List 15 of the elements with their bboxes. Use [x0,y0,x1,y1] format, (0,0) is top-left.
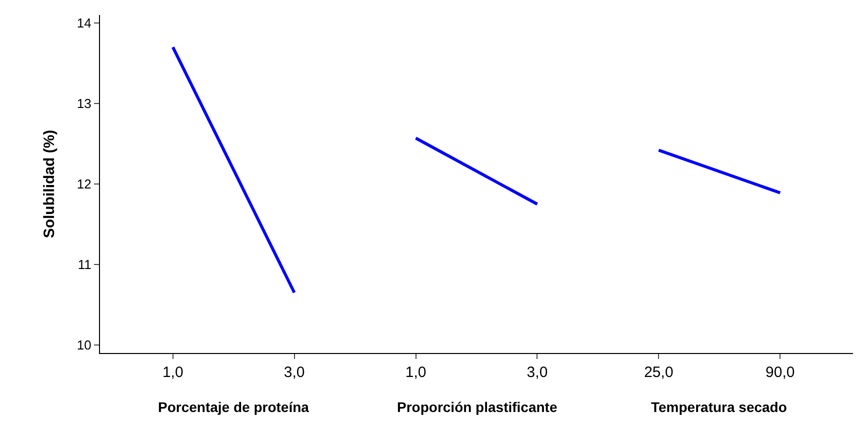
x-tick-label: 3,0 [526,364,548,381]
y-tick-label: 12 [76,176,92,192]
x-tick-label: 90,0 [766,364,795,381]
x-tick-label: 1,0 [162,364,184,381]
x-tick-label: 1,0 [405,364,426,381]
text: Porcentaje de proteína [158,399,310,415]
y-tick-label: 10 [76,338,92,352]
text: Temperatura secado [651,399,787,415]
y-axis-title: Solubilidad (%) [41,130,58,238]
x-tick-label: 25,0 [644,364,674,381]
y-tick-label: 11 [78,257,92,272]
y-tick-label: 13 [76,96,92,112]
y-tick-label: 14 [76,16,92,31]
text: Proporción plastificante [397,399,558,415]
x-tick-label: 3,0 [284,364,305,381]
